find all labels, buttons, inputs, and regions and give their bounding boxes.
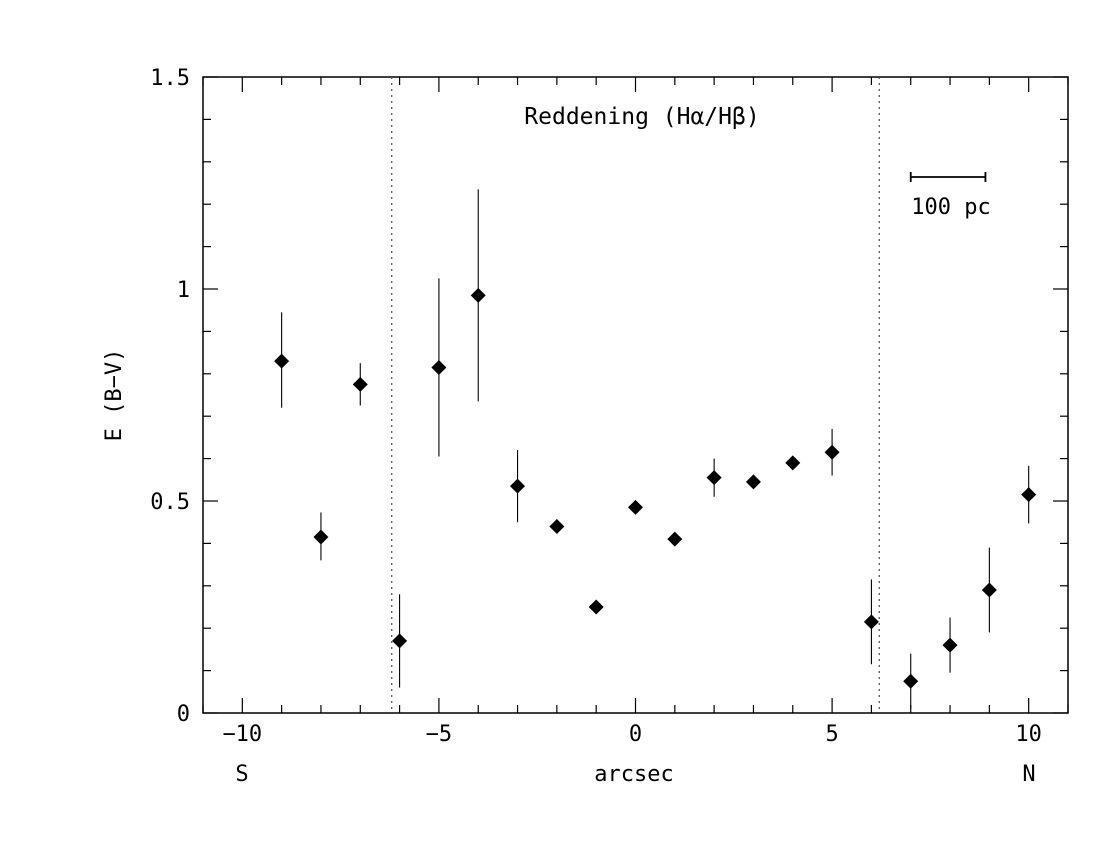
data-point [313,529,329,545]
data-point [981,582,997,598]
axis-labels: Reddening (Hα/Hβ) arcsec E (B−V) S N 100… [102,104,1036,787]
y-tick-label: 1.5 [150,66,190,91]
y-tick-label: 0.5 [150,490,190,515]
data-point [274,353,290,369]
x-tick-label: −5 [426,722,453,747]
side-label-south: S [235,762,248,787]
data-points [274,287,1037,689]
y-tick-label: 1 [177,278,190,303]
data-point [667,531,683,547]
data-point [549,518,565,534]
data-point [785,455,801,471]
data-point [628,499,643,515]
data-point [903,673,919,689]
data-point [470,287,486,303]
axis-ticks: −10 −5 0 5 10 0 0.5 1 1.5 [150,66,1069,747]
data-point [392,633,408,649]
chart-title: Reddening (Hα/Hβ) [524,104,759,130]
data-point [588,599,604,615]
data-point [824,444,840,460]
data-point [1021,487,1037,503]
data-point [863,614,879,630]
data-point [510,478,526,494]
data-point [706,470,722,486]
side-label-north: N [1022,762,1035,787]
plot-frame [202,76,1069,714]
data-point [431,359,447,375]
data-point [745,474,761,490]
scale-bar-label: 100 pc [911,195,990,220]
data-point [942,637,958,653]
x-tick-label: 5 [825,722,838,747]
x-tick-label: −10 [222,722,262,747]
reference-lines [391,77,880,713]
y-axis-label: E (B−V) [102,349,127,442]
y-tick-label: 0 [177,702,190,727]
error-bars [281,189,1030,709]
x-axis-label: arcsec [594,762,673,787]
x-tick-label: 10 [1015,722,1042,747]
x-tick-label: 0 [629,722,642,747]
data-point [352,376,368,392]
scale-bar [909,172,987,182]
plot-border [202,76,1069,714]
